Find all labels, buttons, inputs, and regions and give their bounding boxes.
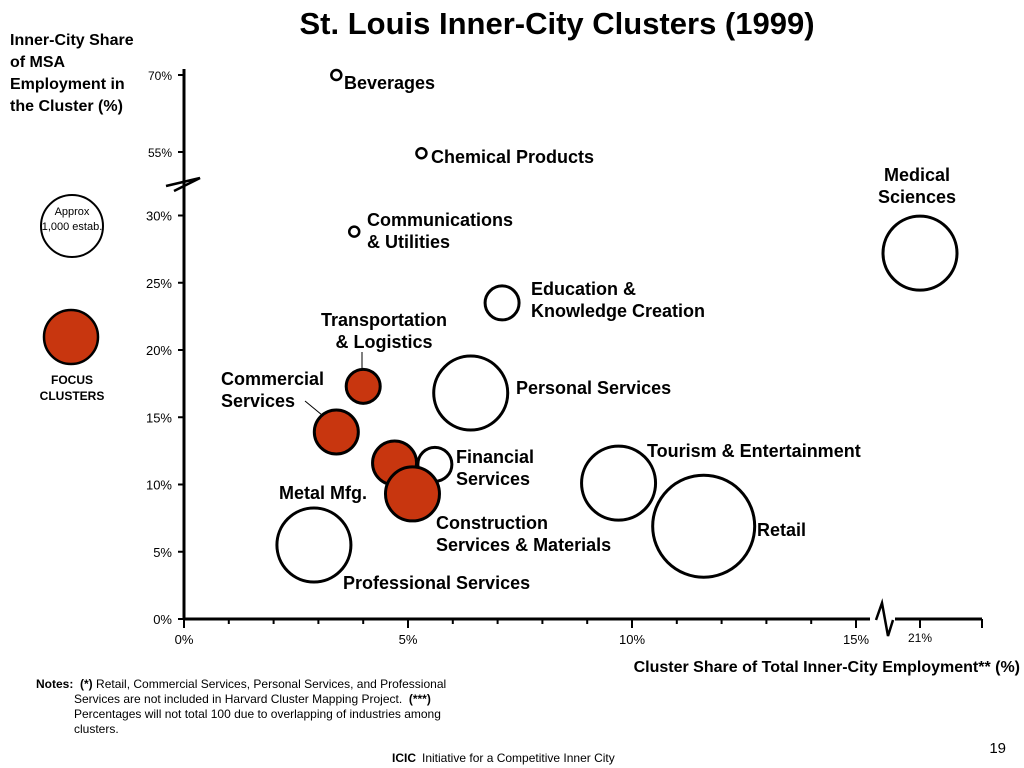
bubble-label-communications-utilities: & Utilities — [367, 232, 450, 252]
bubble-label-beverages: Beverages — [344, 73, 435, 93]
y-tick-label: 55% — [148, 146, 172, 160]
footer-text: Initiative for a Competitive Inner City — [422, 751, 615, 765]
bubble-label-tourism-entertainment: Tourism & Entertainment — [647, 441, 861, 461]
bubble-label-chemical-products: Chemical Products — [431, 147, 594, 167]
bubble-label-commercial-services: Services — [221, 391, 295, 411]
chart-title: St. Louis Inner-City Clusters (1999) — [299, 6, 815, 41]
y-tick-label: 70% — [148, 69, 172, 83]
y-tick-label: 10% — [146, 478, 172, 493]
bubble-retail — [651, 473, 757, 579]
x-tick-label: 21% — [908, 631, 932, 645]
x-tick-label: 10% — [619, 632, 645, 647]
leader-line-commercial — [304, 400, 323, 416]
notes-title: Notes: — [36, 677, 74, 691]
y-axis-break-mark — [165, 176, 201, 193]
x-tick-label: 15% — [843, 632, 869, 647]
legend-focus-circle — [42, 308, 100, 366]
x-tick-label: 5% — [399, 632, 418, 647]
bubble-label-retail: Retail — [757, 520, 806, 540]
bubble-label-construction-services-materials: Construction — [436, 513, 548, 533]
bubble-label-personal-services: Personal Services — [516, 378, 671, 398]
bubble-label-education-knowledge-creation: Education & — [531, 279, 636, 299]
y-tick-label: 25% — [146, 276, 172, 291]
bubble-label-professional-services: Professional Services — [343, 573, 530, 593]
bubble-communications-utilities — [347, 225, 361, 238]
y-axis-label: Inner-City Share of MSA Employment in th… — [10, 32, 134, 115]
x-axis-label: Cluster Share of Total Inner-City Employ… — [633, 659, 1020, 676]
bubble-education-knowledge-creation — [483, 284, 521, 322]
bubble-label-commercial-services: Commercial — [221, 369, 324, 389]
legend-focus-label: FOCUS CLUSTERS — [39, 373, 105, 403]
y-tick-label: 20% — [146, 343, 172, 358]
bubble-transportation-logistics — [344, 367, 382, 405]
bubble-professional-services — [275, 506, 353, 584]
notes-line-2: Services are not included in Harvard Clu… — [74, 692, 403, 706]
bubble-label-financial-services: Financial — [456, 447, 534, 467]
notes-line-1: Retail, Commercial Services, Personal Se… — [92, 677, 447, 691]
bubble-label-medical-sciences: Sciences — [878, 187, 956, 207]
bubble-label-construction-services-materials: Services & Materials — [436, 535, 611, 555]
notes-mark-1: (*) — [80, 677, 93, 691]
footer-brand: ICIC — [392, 751, 416, 765]
y-tick-label: 5% — [153, 545, 172, 560]
notes-line-4: clusters. — [74, 722, 119, 736]
y-tick-label: 30% — [146, 209, 172, 224]
legend-size-circle — [40, 194, 104, 258]
bubble-medical-sciences — [881, 214, 959, 292]
bubble-beverages — [330, 68, 343, 82]
x-tick-label: 0% — [175, 632, 194, 647]
bubble-label-education-knowledge-creation: Knowledge Creation — [531, 301, 705, 321]
bubble-label-metal-mfg: Metal Mfg. — [279, 483, 367, 503]
bubble-tourism-entertainment — [580, 444, 658, 522]
bubble-commercial-services — [312, 408, 360, 456]
y-tick-label: 15% — [146, 410, 172, 425]
bubble-construction-services-materials — [383, 465, 441, 523]
x-axis-break-mark — [874, 598, 895, 637]
footer: ICIC Initiative for a Competitive Inner C… — [392, 751, 615, 765]
y-tick-label: 0% — [153, 612, 172, 627]
page-number: 19 — [989, 740, 1006, 757]
bubble-personal-services — [432, 354, 510, 432]
bubble-label-communications-utilities: Communications — [367, 210, 513, 230]
bubble-label-financial-services: Services — [456, 469, 530, 489]
bubble-chemical-products — [415, 147, 428, 160]
bubble-label-transportation-logistics: & Logistics — [335, 332, 432, 352]
notes-mark-2: (***) — [408, 692, 431, 706]
legend-size-label: Approx 1,000 estab. — [41, 206, 103, 233]
notes: Notes: (*) Retail, Commercial Services, … — [36, 677, 536, 737]
notes-line-3: Percentages will not total 100 due to ov… — [74, 707, 441, 721]
bubble-label-transportation-logistics: Transportation — [321, 310, 447, 330]
bubble-label-medical-sciences: Medical — [884, 165, 950, 185]
